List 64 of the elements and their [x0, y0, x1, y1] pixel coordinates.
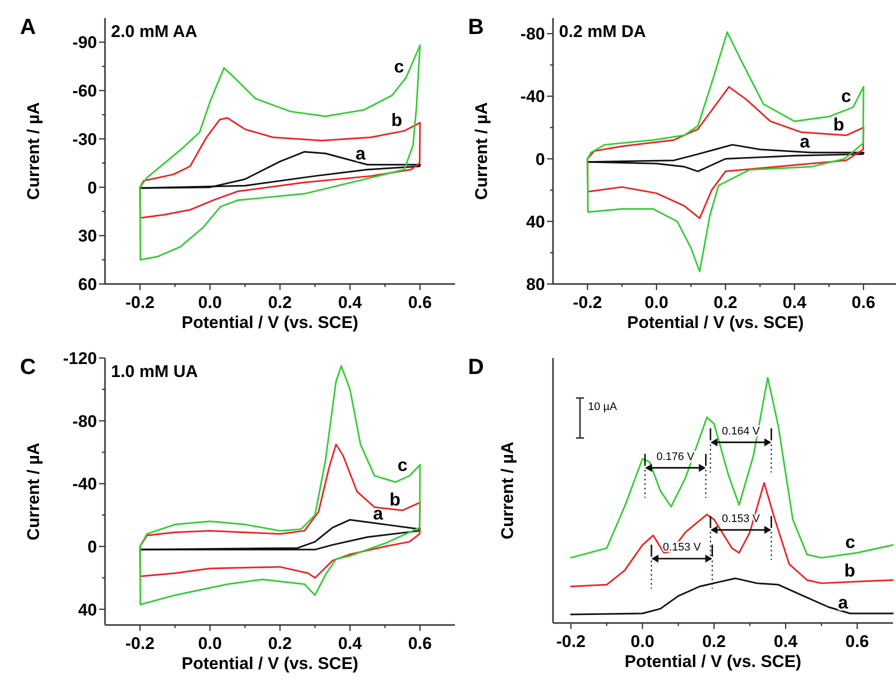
- series-label: b: [833, 114, 844, 134]
- text: B: [468, 14, 484, 39]
- text: D: [468, 354, 484, 379]
- x-tick-label: 0.2: [702, 632, 726, 651]
- x-tick-label: 0.2: [714, 293, 738, 312]
- y-tick-label: 60: [78, 275, 97, 294]
- series-label: b: [391, 110, 402, 130]
- x-tick-label: 0.6: [845, 632, 870, 651]
- x-tick-label: 0.0: [198, 634, 222, 653]
- series-label: b: [844, 560, 856, 581]
- y-tick-label: -40: [520, 87, 545, 106]
- series-label: a: [372, 503, 384, 524]
- x-axis-title: Potential / V (vs. SCE): [182, 654, 358, 673]
- text: C: [20, 354, 36, 379]
- x-tick-label: 0.6: [852, 293, 876, 312]
- y-tick-label: -60: [72, 82, 97, 101]
- y-axis-title: Current / µA: [24, 102, 43, 200]
- x-tick-label: -0.2: [125, 293, 155, 312]
- series-label: a: [355, 144, 366, 164]
- y-axis-title: Current / µA: [24, 442, 43, 540]
- y-axis-title: Current / µA: [498, 442, 517, 540]
- x-tick-label: 0.0: [644, 293, 668, 312]
- y-tick-label: -80: [520, 24, 545, 44]
- x-tick-label: 0.0: [630, 632, 654, 651]
- series-label: c: [845, 532, 856, 552]
- x-tick-label: 0.6: [408, 293, 432, 312]
- y-tick-label: 0: [88, 537, 97, 556]
- y-tick-label: 0: [88, 178, 97, 198]
- x-tick-label: -0.2: [125, 634, 155, 653]
- x-tick-label: 0.4: [338, 634, 362, 653]
- y-tick-label: -80: [72, 412, 97, 431]
- y-tick-label: -40: [72, 474, 97, 494]
- x-tick-label: 0.2: [268, 634, 292, 653]
- series-label: b: [390, 489, 400, 510]
- y-tick-label: 40: [526, 212, 545, 232]
- y-tick-label: 80: [526, 275, 545, 294]
- chart-title: 1.0 mM UA: [111, 362, 198, 381]
- chart-title: 2.0 mM AA: [111, 22, 198, 41]
- y-tick-label: 0: [536, 150, 545, 169]
- y-axis-title: Current / µA: [472, 102, 491, 200]
- x-tick-label: 0.6: [408, 634, 432, 653]
- x-axis-title: Potential / V (vs. SCE): [624, 652, 802, 671]
- annotation: 10 µA: [588, 401, 618, 413]
- y-tick-label: -90: [72, 33, 97, 52]
- series-label: a: [838, 592, 850, 612]
- x-tick-label: 0.0: [198, 293, 222, 312]
- text: A: [20, 14, 36, 39]
- series-label: c: [841, 86, 852, 106]
- x-tick-label: 0.4: [782, 293, 807, 312]
- series-label: c: [394, 56, 404, 77]
- y-tick-label: -120: [62, 349, 97, 368]
- x-axis-title: Potential / V (vs. SCE): [627, 313, 804, 332]
- series-label: c: [397, 454, 408, 475]
- y-tick-label: 30: [78, 226, 97, 246]
- x-tick-label: -0.2: [572, 293, 602, 312]
- x-tick-label: 0.4: [774, 632, 798, 651]
- series-label: a: [800, 132, 811, 152]
- x-axis-title: Potential / V (vs. SCE): [182, 313, 358, 332]
- chart-title: 0.2 mM DA: [559, 22, 646, 41]
- y-tick-label: 40: [78, 600, 97, 620]
- y-tick-label: -30: [72, 130, 97, 149]
- x-tick-label: 0.2: [268, 293, 292, 312]
- x-tick-label: 0.4: [338, 293, 362, 312]
- x-tick-label: -0.2: [556, 632, 586, 651]
